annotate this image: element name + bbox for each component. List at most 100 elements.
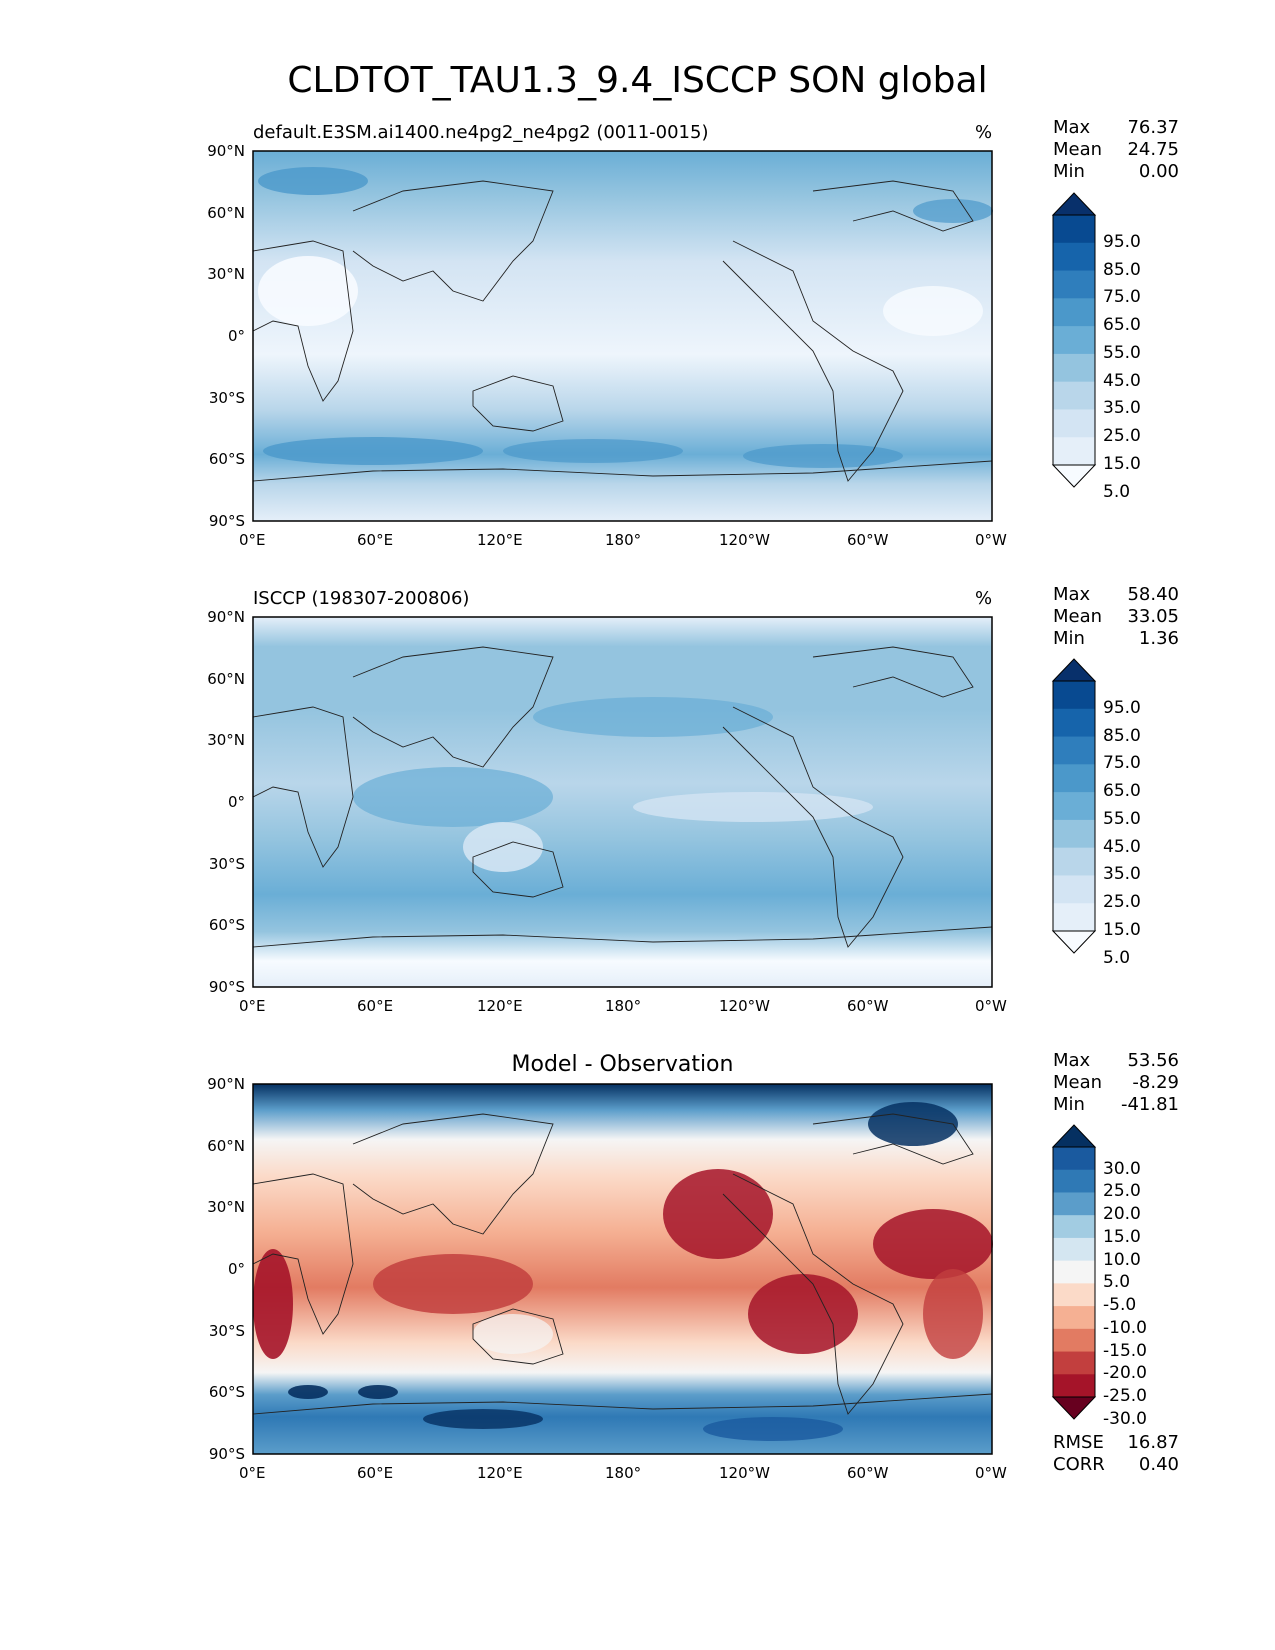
- stat-value: 16.87: [1127, 1432, 1179, 1453]
- colorbar-extend-top: [1051, 192, 1097, 216]
- colorbar-bin: [1053, 819, 1095, 849]
- colorbar-bin: [1053, 1147, 1095, 1171]
- lon-tick: 0°W: [975, 997, 1007, 1015]
- lon-tick: 120°E: [477, 531, 523, 549]
- colorbar-tick-label: 5.0: [1103, 1272, 1131, 1293]
- panel-3-coastlines: [252, 1113, 993, 1415]
- colorbar-bin: [1053, 847, 1095, 876]
- colorbar-bin: [1053, 1374, 1095, 1398]
- colorbar-extend-bottom: [1051, 1396, 1097, 1420]
- lat-tick: 90°N: [207, 1075, 245, 1093]
- colorbar-tick-label: 5.0: [1103, 947, 1131, 968]
- colorbar-bin: [1053, 1351, 1095, 1375]
- lon-tick: 60°W: [847, 997, 889, 1015]
- lon-tick: 0°W: [975, 1464, 1007, 1482]
- colorbar-bin: [1053, 736, 1095, 765]
- lon-tick: 120°E: [477, 997, 523, 1015]
- panel-3-lon-axis: 0°E 60°E 120°E 180° 120°W 60°W 0°W: [239, 1464, 1007, 1484]
- panel-2-stats: Max 58.40 Mean 33.05 Min 1.36: [1053, 584, 1183, 654]
- lat-tick: 60°N: [207, 670, 245, 688]
- stat-value: -8.29: [1132, 1072, 1179, 1093]
- colorbar-tick-label: -30.0: [1103, 1408, 1147, 1429]
- lat-tick: 60°S: [208, 916, 245, 934]
- panel-2-title: ISCCP (198307-200806): [253, 588, 470, 609]
- figure-title: CLDTOT_TAU1.3_9.4_ISCCP SON global: [287, 60, 988, 101]
- colorbar-tick-label: 65.0: [1103, 781, 1141, 802]
- colorbar-bin: [1053, 681, 1095, 710]
- stat-value: 1.36: [1138, 628, 1179, 649]
- colorbar-tick-label: 75.0: [1103, 753, 1141, 774]
- panel-1-units: %: [975, 122, 993, 143]
- colorbar-tick-label: 45.0: [1103, 836, 1141, 857]
- panel-3-colorbar-labels: 30.0 25.0 20.0 15.0 10.0 5.0 -5.0 -10.0 -15.0 -20…: [1103, 1125, 1173, 1429]
- colorbar-extend-top: [1051, 658, 1097, 682]
- lat-tick: 90°S: [208, 978, 245, 996]
- colorbar-bin: [1053, 1260, 1095, 1284]
- stat-value: -41.81: [1120, 1094, 1179, 1115]
- colorbar-tick-label: 55.0: [1103, 342, 1141, 363]
- lat-tick: 30°N: [207, 1198, 245, 1216]
- colorbar-bin: [1053, 1306, 1095, 1330]
- stat-value: 33.05: [1127, 606, 1179, 627]
- colorbar-tick-label: -5.0: [1103, 1295, 1137, 1316]
- lon-tick: 60°E: [357, 531, 394, 549]
- panel-2-colorbar-labels: 95.0 85.0 75.0 65.0 55.0 45.0 35.0 25.0 15.0 5.0: [1103, 659, 1173, 968]
- colorbar-tick-label: 15.0: [1103, 920, 1141, 940]
- panel-2-lon-axis: 0°E 60°E 120°E 180° 120°W 60°W 0°W: [239, 997, 1007, 1017]
- lon-tick: 120°W: [719, 1464, 770, 1482]
- lat-tick: 90°S: [208, 1445, 245, 1463]
- panel-1-colorbar-labels: 95.0 85.0 75.0 65.0 55.0 45.0 35.0 25.0 15.0 5.0: [1103, 193, 1173, 502]
- colorbar-tick-label: 45.0: [1103, 370, 1141, 391]
- lat-tick: 30°S: [208, 855, 245, 873]
- colorbar-tick-label: 85.0: [1103, 259, 1141, 280]
- lat-tick: 60°S: [208, 450, 245, 468]
- stat-value: 76.37: [1127, 117, 1179, 138]
- panel-1-stats: Max 76.37 Mean 24.75 Min 0.00: [1053, 117, 1183, 187]
- lat-tick: 60°N: [207, 1137, 245, 1155]
- colorbar-bin: [1053, 708, 1095, 738]
- stat-label: Min: [1053, 628, 1085, 649]
- stat-label: Min: [1053, 161, 1085, 182]
- colorbar-bin: [1053, 1328, 1095, 1353]
- panel-3-colorbar: [1051, 1124, 1097, 1420]
- colorbar-bin: [1053, 381, 1095, 410]
- panel-3-map: [252, 1083, 993, 1455]
- lat-tick: 0°: [227, 327, 245, 345]
- colorbar-tick-label: 15.0: [1103, 1226, 1141, 1247]
- stat-label: Mean: [1053, 139, 1103, 160]
- colorbar-tick-label: -10.0: [1103, 1317, 1147, 1338]
- panel-1-coastlines: [252, 180, 993, 482]
- lon-tick: 180°: [605, 531, 642, 549]
- panel-2-units: %: [975, 588, 993, 609]
- panel-3-title: Model - Observation: [511, 1052, 734, 1077]
- stat-label: Mean: [1053, 606, 1103, 627]
- colorbar-bin: [1053, 1283, 1095, 1307]
- colorbar-tick-label: 35.0: [1103, 864, 1141, 885]
- colorbar-bin: [1053, 1192, 1095, 1216]
- panel-1-colorbar: [1051, 192, 1097, 488]
- panel-3-extra-stats: RMSE 16.87 CORR 0.40: [1053, 1432, 1183, 1480]
- panel-1-lat-axis: 90°N 60°N 30°N 0° 30°S 60°S 90°S: [185, 142, 245, 530]
- stat-value: 24.75: [1127, 139, 1179, 160]
- lon-tick: 0°E: [239, 997, 266, 1015]
- colorbar-bin: [1053, 409, 1095, 438]
- stat-value: 58.40: [1127, 584, 1179, 605]
- lat-tick: 0°: [227, 793, 245, 811]
- colorbar-tick-label: 30.0: [1103, 1158, 1141, 1179]
- colorbar-tick-label: 25.0: [1103, 1181, 1141, 1202]
- lat-tick: 30°N: [207, 731, 245, 749]
- colorbar-bin: [1053, 1237, 1095, 1262]
- colorbar-tick-label: 95.0: [1103, 697, 1141, 718]
- colorbar-tick-label: 35.0: [1103, 398, 1141, 419]
- lat-tick: 60°N: [207, 204, 245, 222]
- colorbar-bin: [1053, 1215, 1095, 1239]
- panel-3-stats: Max 53.56 Mean -8.29 Min -41.81: [1053, 1050, 1183, 1120]
- colorbar-bin: [1053, 298, 1095, 327]
- colorbar-tick-label: 20.0: [1103, 1204, 1141, 1225]
- colorbar-tick-label: -15.0: [1103, 1340, 1147, 1361]
- panel-2-colorbar: [1051, 658, 1097, 954]
- colorbar-tick-label: 10.0: [1103, 1249, 1141, 1270]
- lon-tick: 180°: [605, 1464, 642, 1482]
- colorbar-tick-label: 65.0: [1103, 315, 1141, 336]
- colorbar-tick-label: 55.0: [1103, 808, 1141, 829]
